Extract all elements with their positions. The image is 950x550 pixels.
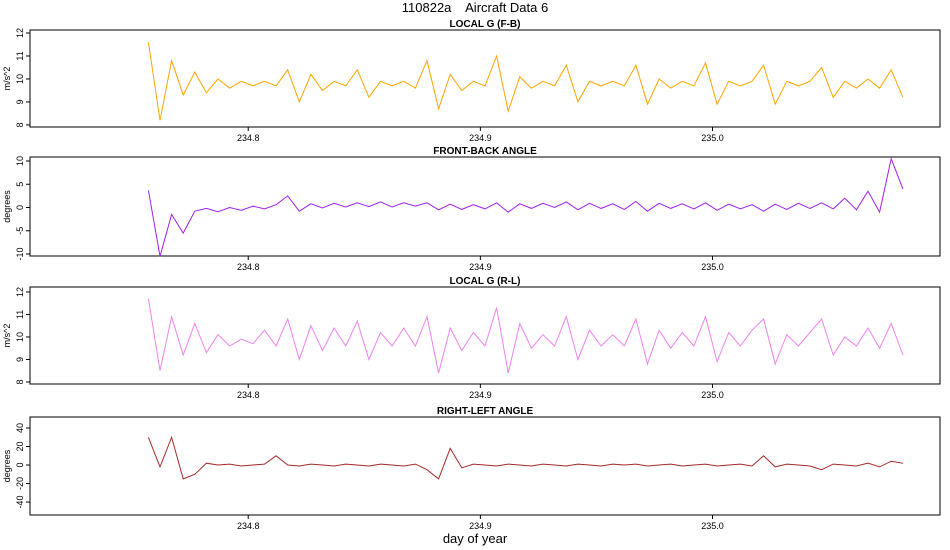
y-tick-label: 11 bbox=[15, 51, 25, 60]
y-axis-label: degrees bbox=[2, 449, 12, 482]
y-axis-label: degrees bbox=[2, 190, 12, 223]
data-line bbox=[147, 298, 904, 374]
y-tick-label: 9 bbox=[15, 99, 25, 104]
y-tick-label: 8 bbox=[15, 122, 25, 127]
x-tick-label: 234.9 bbox=[469, 390, 492, 400]
x-tick-label: 234.8 bbox=[237, 521, 260, 531]
y-tick-label: 5 bbox=[15, 182, 25, 187]
y-tick-label: 10 bbox=[15, 156, 25, 166]
y-tick-label: 12 bbox=[15, 287, 25, 297]
plot-frame bbox=[29, 29, 941, 128]
x-tick-label: 234.8 bbox=[237, 262, 260, 272]
y-tick-label: 11 bbox=[15, 310, 25, 319]
y-tick-label: -40 bbox=[15, 496, 25, 509]
x-tick-label: 235.0 bbox=[701, 390, 724, 400]
page-title: 110822a Aircraft Data 6 bbox=[402, 0, 548, 15]
plot-frame bbox=[29, 286, 941, 385]
panel-title: RIGHT-LEFT ANGLE bbox=[437, 406, 534, 417]
y-tick-label: 8 bbox=[15, 379, 25, 384]
y-tick-label: -5 bbox=[15, 227, 25, 235]
y-tick-label: 0 bbox=[15, 205, 25, 210]
data-line bbox=[147, 435, 903, 480]
x-tick-label: 234.9 bbox=[469, 521, 492, 531]
y-tick-label: 10 bbox=[15, 332, 25, 342]
panel-title: LOCAL G (R-L) bbox=[450, 276, 521, 287]
plot-frame bbox=[29, 416, 941, 516]
x-tick-label: 235.0 bbox=[701, 262, 724, 272]
x-tick-label: 234.8 bbox=[237, 133, 260, 143]
panel-title: FRONT-BACK ANGLE bbox=[433, 146, 537, 157]
x-tick-label: 234.9 bbox=[469, 133, 492, 143]
y-axis-label: m/s^2 bbox=[2, 67, 12, 91]
y-tick-label: -20 bbox=[15, 477, 25, 490]
y-tick-label: -10 bbox=[15, 247, 25, 260]
x-axis-label: day of year bbox=[443, 531, 508, 546]
x-tick-label: 235.0 bbox=[701, 133, 724, 143]
y-axis-label: m/s^2 bbox=[2, 324, 12, 348]
data-line bbox=[147, 42, 904, 121]
x-tick-label: 234.8 bbox=[237, 390, 260, 400]
y-tick-label: 9 bbox=[15, 357, 25, 362]
x-tick-label: 235.0 bbox=[701, 521, 724, 531]
y-tick-label: 0 bbox=[15, 463, 25, 468]
data-line bbox=[147, 156, 904, 257]
panel-title: LOCAL G (F-B) bbox=[450, 19, 521, 30]
y-tick-label: 12 bbox=[15, 28, 25, 38]
x-tick-label: 234.9 bbox=[469, 262, 492, 272]
y-tick-label: 20 bbox=[15, 442, 25, 452]
y-tick-label: 40 bbox=[15, 423, 25, 433]
plot-frame bbox=[29, 156, 941, 257]
y-tick-label: 10 bbox=[15, 74, 25, 84]
